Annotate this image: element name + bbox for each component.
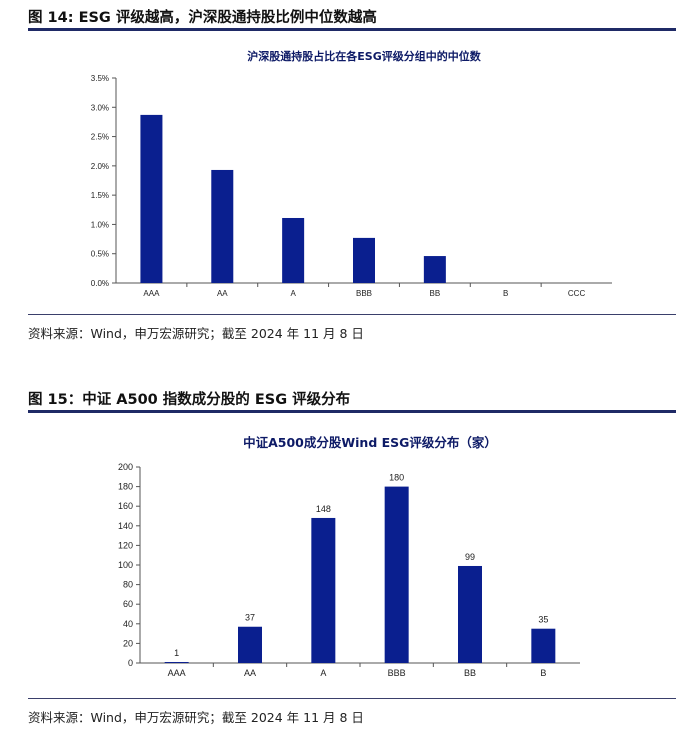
chart-2-ytick-label: 80 [123,580,133,590]
chart-2-ytick-label: 200 [118,462,133,472]
chart-2-category-label: BB [464,668,476,678]
chart-1-ytick-label: 3.5% [91,74,109,83]
chart-2-bar-a [311,517,336,663]
figure-15-source: 资料来源：Wind，申万宏源研究；截至 2024 年 11 月 8 日 [28,710,364,725]
chart-2-bar-aaa [164,662,189,663]
chart-1-ytick-label: 1.0% [91,220,109,229]
chart-1-bar-aaa [140,114,163,284]
chart-1-ytick-label: 1.5% [91,191,109,200]
figure-15-title: 图 15：中证 A500 指数成分股的 ESG 评级分布 [28,392,351,408]
chart-2-esg-rating-distribution: 0 20 40 60 80 100 120 140 160 180 200 AAA 1 AA 37 A 148 B… [118,462,580,678]
chart-1-esg-median-holding: 0.0%0.5%1.0%1.5%2.0%2.5%3.0%3.5%AAA AA A BB… [91,74,612,298]
figure-14-rule [28,28,676,31]
chart-1-category-label: BB [430,289,441,298]
chart-1-ytick-label: 2.0% [91,162,109,171]
figure-14-title: 图 14: ESG 评级越高，沪深股通持股比例中位数越高 [28,10,377,26]
chart-2-ytick-label: 40 [123,619,133,629]
chart-1-category-label: AA [217,289,228,298]
chart-2-ytick-label: 140 [118,521,133,531]
chart-2-data-label: 180 [389,473,404,483]
chart-2-category-label: B [540,668,546,678]
figure-15-rule [28,410,676,413]
chart-1-title: 沪深股通持股占比在各ESG评级分组中的中位数 [247,50,481,63]
chart-2-category-label: A [320,668,326,678]
chart-2-bar-bbb [384,486,409,663]
chart-1-bar-bbb [353,237,375,283]
chart-1-ytick-label: 3.0% [91,103,109,112]
chart-2-data-label: 1 [174,648,179,658]
chart-2-bar-bb [458,565,482,663]
chart-1-bar-bb [423,256,446,283]
chart-1-ytick-label: 0.5% [91,250,109,259]
chart-2-data-label: 148 [316,504,331,514]
chart-1-category-label: BBB [356,289,372,298]
chart-1-bar-a [282,217,305,283]
chart-1-ytick-label: 2.5% [91,133,109,142]
chart-1-category-label: CCC [568,289,586,298]
chart-1-category-label: B [503,289,508,298]
chart-2-data-label: 35 [538,615,548,625]
figure-14-source: 资料来源：Wind，申万宏源研究；截至 2024 年 11 月 8 日 [28,326,364,341]
chart-2-data-label: 99 [465,552,475,562]
chart-2-category-label: AAA [168,668,186,678]
chart-2-data-label: 37 [245,613,255,623]
chart-2-ytick-label: 180 [118,482,133,492]
chart-2-ytick-label: 120 [118,540,133,550]
chart-1-category-label: AAA [143,289,160,298]
chart-2-title: 中证A500成分股Wind ESG评级分布（家） [243,435,497,450]
chart-1-category-label: A [290,289,296,298]
chart-2-ytick-label: 0 [128,658,133,668]
figure-15-bottom-rule [28,698,676,699]
chart-2-ytick-label: 60 [123,599,133,609]
chart-2-bar-aa [238,626,262,663]
chart-2-bar-b [531,628,556,663]
chart-1-ytick-label: 0.0% [91,279,109,288]
chart-2-category-label: BBB [388,668,406,678]
chart-2-category-label: AA [244,668,256,678]
figure-14-bottom-rule [28,314,676,315]
chart-2-ytick-label: 20 [123,638,133,648]
chart-1-bar-aa [211,169,234,283]
chart-2-ytick-label: 100 [118,560,133,570]
chart-2-ytick-label: 160 [118,501,133,511]
